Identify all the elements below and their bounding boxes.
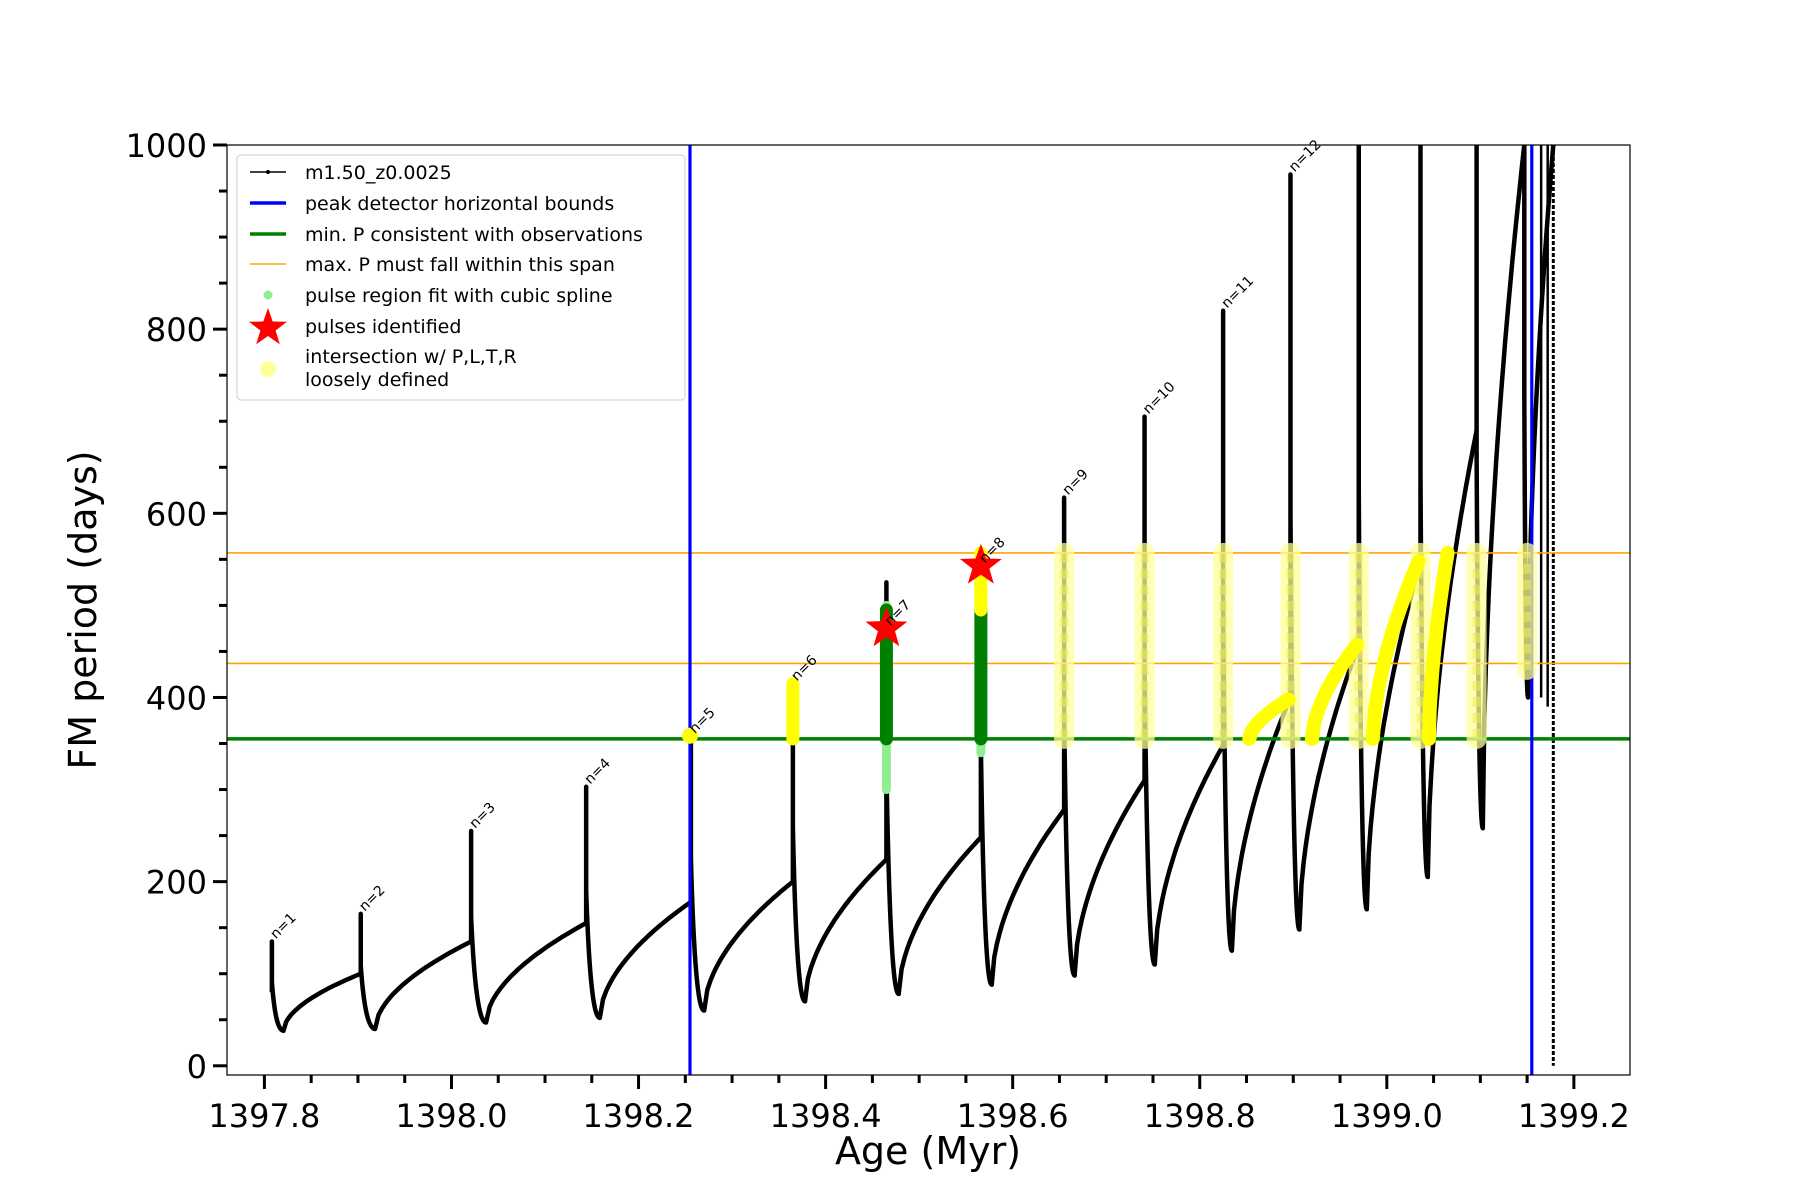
pulse-stars	[865, 543, 1002, 647]
intersection-regions	[681, 542, 1538, 749]
x-tick-label: 1399.0	[1331, 1097, 1443, 1135]
track-segment	[1061, 495, 1147, 978]
plot-frame	[226, 144, 1631, 1076]
y-tick-label: 600	[146, 495, 207, 533]
y-axis-label: FM period (days)	[61, 450, 105, 769]
x-tick-label: 1398.8	[1144, 1097, 1256, 1135]
track-segment	[790, 681, 888, 1004]
intersection-arc	[1305, 638, 1364, 746]
legend-label: m1.50_z0.0025	[305, 162, 452, 184]
x-axis-ticks: 1397.8 1398.0 1398.2 1398.4 1398.6 1398.8 1399…	[208, 1075, 1630, 1135]
intersection-arc	[1421, 545, 1455, 746]
legend-label: peak detector horizontal bounds	[305, 193, 614, 215]
pulse-star-marker	[865, 606, 908, 647]
legend-box	[236, 154, 686, 401]
y-tick-label: 400	[146, 679, 207, 717]
track-segment	[358, 911, 473, 1032]
legend-swatch	[260, 361, 276, 377]
track-segment	[978, 547, 1066, 988]
legend-label: min. P consistent with observations	[305, 224, 643, 246]
horizontal-lines	[227, 552, 1630, 741]
legend-label: loosely defined	[305, 369, 449, 391]
pulse-star-marker	[960, 543, 1002, 584]
y-tick-label: 800	[146, 311, 207, 349]
x-tick-label: 1398.6	[957, 1097, 1069, 1135]
legend-label: pulse region fit with cubic spline	[305, 285, 613, 307]
x-tick-label: 1399.2	[1518, 1097, 1630, 1135]
track-segment	[269, 939, 362, 1034]
y-tick-label: 200	[146, 864, 207, 902]
track-segment	[1142, 414, 1226, 967]
x-tick-label: 1397.8	[208, 1097, 320, 1135]
x-axis-label: Age (Myr)	[835, 1129, 1021, 1173]
track-segment	[1220, 308, 1293, 953]
legend-swatch	[263, 290, 273, 300]
y-tick-label: 1000	[126, 127, 207, 165]
y-tick-label: 0	[187, 1048, 207, 1086]
legend-label: pulses identified	[305, 316, 461, 338]
intersection-point	[681, 727, 698, 744]
legend-label: intersection w/ P,L,T,R	[305, 346, 517, 368]
x-tick-label: 1398.0	[395, 1097, 507, 1135]
legend-swatch-dot	[266, 170, 270, 174]
track-segment	[884, 580, 983, 997]
track-segment	[583, 784, 693, 1021]
track-segment	[468, 828, 588, 1025]
x-tick-label: 1398.4	[770, 1097, 882, 1135]
legend-swatch	[249, 308, 287, 345]
legend-label: max. P must fall within this span	[305, 254, 615, 276]
intersection-arc	[1242, 692, 1296, 746]
intersection-arc	[1365, 554, 1426, 746]
y-axis-ticks: 0 200 400 600 800 1000	[126, 127, 227, 1086]
track-segment	[688, 733, 795, 1013]
x-tick-label: 1398.2	[583, 1097, 695, 1135]
